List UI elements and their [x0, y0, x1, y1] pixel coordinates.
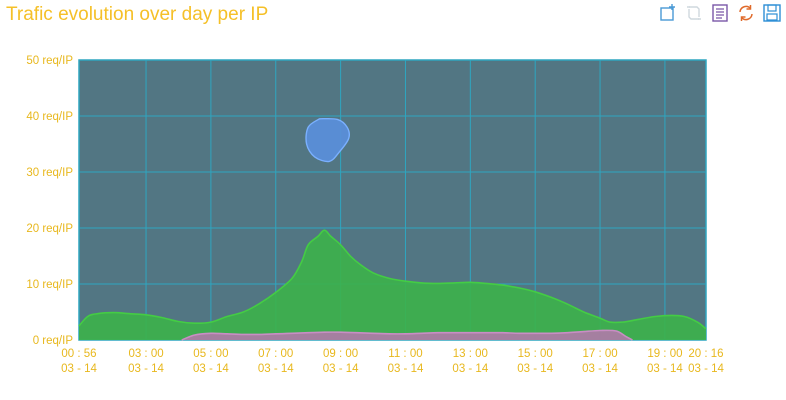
y-tick-label: 10 req/IP — [26, 279, 73, 291]
series-blue-area — [305, 117, 351, 163]
x-tick-time: 00 : 56 — [61, 348, 96, 360]
y-axis: 0 req/IP 10 req/IP 20 req/IP 30 req/IP 40 re… — [26, 55, 73, 347]
x-tick-time: 11 : 00 — [388, 348, 422, 360]
zoom-icon[interactable] — [658, 3, 678, 23]
chart-title: Trafic evolution over day per IP — [6, 4, 269, 25]
x-axis: 00 : 56 03 - 14 03 : 00 03 - 14 05 : 00 03 - … — [61, 348, 724, 375]
series-layer — [78, 117, 707, 341]
restore-icon[interactable] — [736, 3, 756, 23]
chart-toolbar — [658, 3, 782, 23]
series-pink-line — [181, 329, 633, 341]
x-tick-time: 07 : 00 — [258, 348, 293, 360]
x-tick-time: 09 : 00 — [323, 348, 358, 360]
x-tick-time: 20 : 16 — [688, 348, 723, 360]
x-tick-time: 05 : 00 — [193, 348, 228, 360]
y-tick-label: 40 req/IP — [26, 111, 73, 123]
x-tick-date: 03 - 14 — [452, 363, 488, 375]
series-green-area — [79, 230, 706, 340]
save-image-icon[interactable] — [762, 3, 782, 23]
x-tick-date: 03 - 14 — [688, 363, 724, 375]
x-tick-time: 15 : 00 — [518, 348, 553, 360]
x-tick-date: 03 - 14 — [128, 363, 164, 375]
x-tick-date: 03 - 14 — [582, 363, 618, 375]
y-tick-label: 0 req/IP — [33, 335, 74, 347]
zoom-reset-icon[interactable] — [684, 3, 704, 23]
x-tick-date: 03 - 14 — [647, 363, 683, 375]
y-tick-label: 30 req/IP — [26, 167, 73, 179]
x-tick-time: 03 : 00 — [128, 348, 163, 360]
y-tick-label: 20 req/IP — [26, 223, 73, 235]
data-view-icon[interactable] — [710, 3, 730, 23]
series-pink-area — [181, 330, 633, 340]
y-tick-label: 50 req/IP — [26, 55, 73, 67]
x-tick-time: 19 : 00 — [647, 348, 682, 360]
x-tick-date: 03 - 14 — [323, 363, 359, 375]
x-tick-time: 13 : 00 — [453, 348, 488, 360]
x-tick-date: 03 - 14 — [388, 363, 424, 375]
series-green-line — [78, 229, 707, 330]
x-tick-date: 03 - 14 — [517, 363, 553, 375]
x-tick-time: 17 : 00 — [582, 348, 617, 360]
x-tick-date: 03 - 14 — [258, 363, 294, 375]
x-tick-date: 03 - 14 — [193, 363, 229, 375]
x-tick-date: 03 - 14 — [61, 363, 97, 375]
